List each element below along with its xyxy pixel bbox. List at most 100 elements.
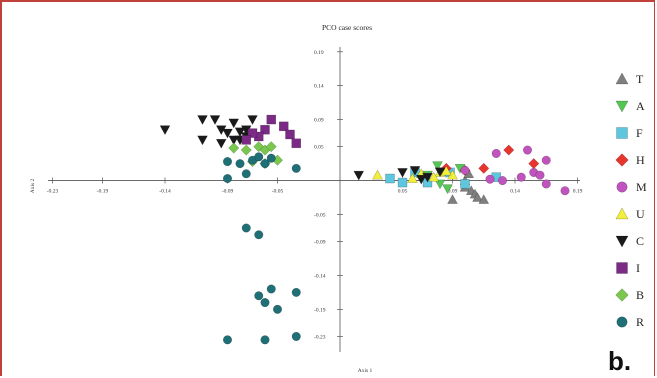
legend-label-i: I xyxy=(636,261,640,275)
legend-label-h: H xyxy=(636,153,645,167)
legend-label-r: R xyxy=(636,315,644,329)
legend-marker-h xyxy=(615,153,629,167)
data-point-r xyxy=(266,153,276,163)
data-point-c xyxy=(228,135,240,146)
data-point-u xyxy=(428,171,440,182)
data-point-i xyxy=(291,138,301,149)
data-point-m xyxy=(541,179,551,189)
y-tick-label: 0.09 xyxy=(314,118,324,124)
data-point-h xyxy=(503,144,515,156)
data-point-r xyxy=(260,159,270,169)
data-point-a xyxy=(442,184,453,195)
data-point-m xyxy=(516,172,526,182)
data-point-c xyxy=(415,174,427,185)
data-point-c xyxy=(197,115,208,126)
data-point-u xyxy=(372,169,383,180)
chart-title: PCO case scores xyxy=(322,23,372,32)
data-point-i xyxy=(279,121,289,132)
data-point-m xyxy=(491,148,501,158)
data-point-c xyxy=(397,168,408,178)
x-tick-label: 0.09 xyxy=(448,189,458,195)
data-point-r xyxy=(254,152,264,162)
panel-label: b. xyxy=(608,346,631,376)
legend-marker-i xyxy=(616,262,628,274)
data-point-b xyxy=(240,144,252,156)
data-point-i xyxy=(285,129,295,140)
legend-label-f: F xyxy=(636,126,643,140)
data-point-t xyxy=(478,194,490,204)
x-tick-label: -0.23 xyxy=(47,189,59,195)
data-point-m xyxy=(460,165,470,175)
y-tick-label: 0.14 xyxy=(314,84,324,90)
legend-label-t: T xyxy=(636,72,644,86)
data-point-m xyxy=(541,155,551,165)
data-point-u xyxy=(407,173,418,183)
data-point-f xyxy=(397,177,408,188)
data-point-r xyxy=(291,287,301,297)
legend-marker-b xyxy=(615,288,629,302)
data-point-c xyxy=(222,128,233,139)
data-point-r xyxy=(241,169,251,179)
y-tick-label: -0.09 xyxy=(314,240,326,246)
data-point-u xyxy=(440,165,452,176)
data-point-h xyxy=(478,162,490,174)
y-tick-label: -0.14 xyxy=(314,273,326,279)
data-point-a xyxy=(434,179,446,190)
data-point-c xyxy=(353,170,365,181)
data-point-f xyxy=(460,179,470,189)
y-tick-label: -0.19 xyxy=(314,307,326,313)
x-tick-label: -0.14 xyxy=(159,189,171,195)
data-point-c xyxy=(234,127,246,138)
legend-marker-a xyxy=(615,100,629,113)
data-point-b xyxy=(265,141,277,153)
data-point-c xyxy=(422,172,433,183)
data-point-c xyxy=(409,166,421,176)
data-point-r xyxy=(260,298,270,308)
data-points-layer xyxy=(159,114,570,345)
data-point-m xyxy=(560,186,570,196)
data-point-r xyxy=(272,304,283,314)
data-point-r xyxy=(222,335,233,345)
y-tick-label: -0.23 xyxy=(314,334,326,340)
axes-layer: -0.23 -0.19 -0.14 -0.09 -0.05 0.05 0.09 0.14 0.1… xyxy=(47,47,583,352)
x-tick-label: -0.05 xyxy=(272,189,284,195)
data-point-c xyxy=(215,138,227,149)
data-point-m xyxy=(522,145,533,155)
x-tick-label: 0.05 xyxy=(398,189,408,195)
data-point-r xyxy=(266,284,276,294)
data-point-c xyxy=(434,167,446,178)
legend-marker-m xyxy=(616,181,628,193)
legend-label-b: B xyxy=(636,288,644,302)
legend-marker-r xyxy=(616,316,628,328)
legend-label-m: M xyxy=(636,180,647,194)
x-tick-label: -0.09 xyxy=(222,189,234,195)
y-tick-label: 0.19 xyxy=(314,50,324,56)
data-point-b xyxy=(228,142,240,154)
data-point-r xyxy=(222,157,233,167)
x-tick-label: 0.14 xyxy=(510,189,520,195)
x-tick-label: 0.19 xyxy=(573,189,583,195)
data-point-r xyxy=(241,223,251,233)
legend-marker-t xyxy=(615,72,629,85)
y-tick-label: -0.05 xyxy=(314,212,326,218)
data-point-r xyxy=(260,335,270,345)
data-point-r xyxy=(291,331,301,341)
data-point-c xyxy=(247,115,258,126)
data-point-c xyxy=(228,118,240,129)
data-point-r xyxy=(254,230,264,240)
data-point-c xyxy=(159,125,171,136)
data-point-i xyxy=(266,114,276,125)
data-point-i xyxy=(241,135,251,145)
data-point-h xyxy=(528,158,540,170)
legend-label-u: U xyxy=(636,207,645,221)
data-point-m xyxy=(535,170,545,180)
data-point-c xyxy=(209,115,221,126)
y-tick-label: 0.05 xyxy=(314,145,324,151)
data-point-r xyxy=(235,159,245,169)
y-axis-title: Axis 2 xyxy=(30,178,36,193)
data-point-t xyxy=(472,192,483,202)
data-point-r xyxy=(222,173,233,184)
